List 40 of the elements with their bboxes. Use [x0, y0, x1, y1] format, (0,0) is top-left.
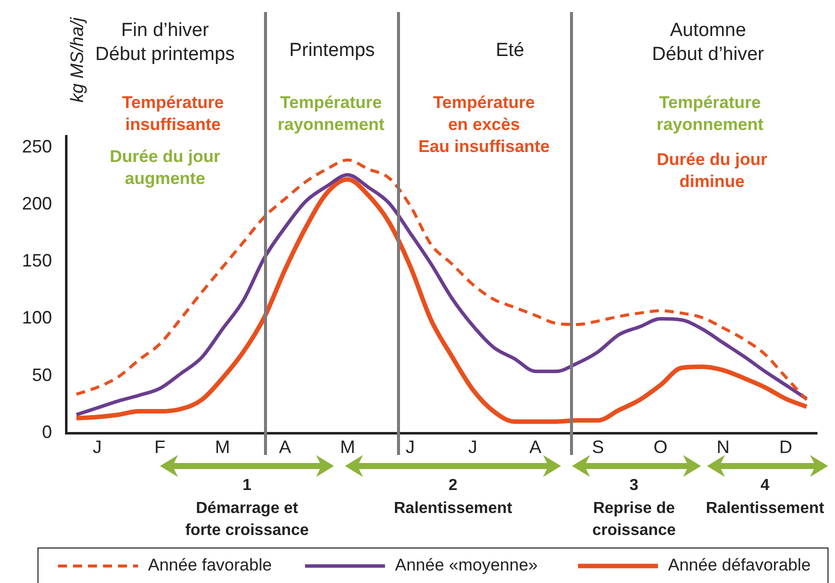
text: Démarrage et forte croissance — [185, 500, 309, 539]
x-tick-label: J — [406, 436, 415, 457]
x-tick-label: F — [154, 436, 166, 457]
text: Eté — [496, 40, 524, 61]
annotation: Température en excès Eau insuffisante — [418, 93, 550, 156]
y-tick-label: 100 — [22, 308, 52, 328]
x-tick-label: A — [279, 436, 292, 457]
x-tick-label: N — [716, 436, 730, 457]
x-tick-label: A — [529, 436, 542, 457]
text: 4 — [760, 477, 770, 494]
text: 1 — [242, 477, 252, 494]
text: Reprise de croissance — [592, 500, 676, 539]
text: Printemps — [289, 40, 375, 61]
x-tick-label: D — [779, 436, 792, 457]
x-tick-label: S — [592, 436, 604, 457]
text: Température rayonnement — [656, 93, 764, 134]
legend-label: Année favorable — [148, 556, 272, 575]
x-tick-label: J — [92, 436, 102, 457]
x-tick-label: M — [214, 436, 230, 457]
text: Température rayonnement — [278, 93, 385, 134]
annotation: Durée du jour diminue — [656, 150, 768, 191]
x-tick-label: J — [468, 436, 478, 457]
text: 3 — [630, 477, 639, 494]
legend-label: Année défavorable — [668, 556, 811, 575]
y-tick-label: 200 — [22, 194, 52, 214]
text: Ralentissement — [706, 500, 825, 517]
y-axis-title: kg MS/ha/j — [67, 16, 87, 103]
y-tick-label: 50 — [32, 364, 52, 385]
text: Ralentissement — [394, 500, 513, 517]
text: Fin d’hiver Début printemps — [95, 20, 235, 65]
y-tick-label: 0 — [42, 422, 52, 442]
text: Température insuffisante — [122, 93, 224, 134]
legend-label: Année «moyenne» — [395, 556, 538, 575]
x-tick-label: O — [654, 436, 668, 457]
x-tick-label: M — [340, 436, 356, 457]
annotation: Durée du jour augmente — [110, 147, 221, 188]
y-tick-label: 250 — [22, 136, 52, 156]
text: 2 — [448, 477, 458, 494]
text: Automne Début d’hiver — [652, 20, 765, 65]
y-tick-label: 150 — [22, 250, 52, 271]
